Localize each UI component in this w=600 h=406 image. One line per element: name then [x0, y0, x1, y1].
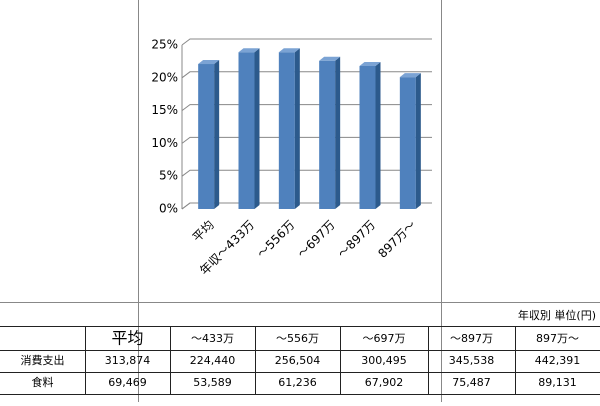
table-cell: 消費支出 — [21, 353, 65, 367]
bar-top — [359, 61, 381, 66]
bar-side — [214, 60, 220, 209]
table: 年収別 単位(円) 平均 ～433万 ～556万 ～697万 ～897万 897万～ 消費支出… — [0, 302, 600, 395]
table-header: ～556万 — [276, 332, 319, 345]
bar — [278, 48, 300, 209]
grid-line — [181, 71, 432, 79]
table-header: ～697万 — [363, 332, 406, 345]
table-header: ～433万 — [191, 332, 234, 345]
bar-top — [319, 56, 341, 61]
table-caption: 年収別 単位(円) — [518, 308, 596, 322]
table-cell: 67,902 — [365, 376, 404, 389]
bar-front — [238, 52, 255, 209]
bar-top — [198, 60, 220, 65]
y-tick-label: 5% — [159, 169, 178, 183]
grid-line — [181, 169, 432, 177]
bar-front — [319, 60, 336, 209]
table-cell: 食料 — [32, 375, 54, 389]
table-header: 897万～ — [536, 332, 579, 345]
y-tick-label: 0% — [159, 202, 178, 216]
grid-line — [181, 38, 432, 46]
bar-side — [415, 73, 421, 209]
bar-top — [278, 48, 300, 53]
bar-front — [399, 77, 416, 209]
bar-front — [198, 64, 215, 209]
table-cell: 89,131 — [538, 376, 577, 389]
bar-side — [375, 61, 381, 209]
bar-side — [254, 48, 260, 209]
bar — [359, 61, 381, 209]
grid-line — [181, 136, 432, 144]
bar — [238, 48, 260, 209]
table-cell: 313,874 — [105, 354, 151, 367]
y-tick-label: 25% — [151, 38, 178, 52]
table-header: ～897万 — [450, 332, 493, 345]
bar-side — [294, 48, 300, 209]
table-header: 平均 — [111, 329, 143, 348]
table-cell: 300,495 — [361, 354, 407, 367]
bar-front — [278, 52, 295, 209]
bar — [319, 56, 341, 209]
bar — [198, 60, 220, 209]
table-cell: 442,391 — [535, 354, 581, 367]
grid-line — [181, 202, 432, 210]
y-tick-label: 10% — [151, 136, 178, 150]
bar-top — [238, 48, 260, 53]
table-cell: 345,538 — [449, 354, 495, 367]
grid-line — [181, 104, 432, 111]
table-cell: 61,236 — [278, 376, 317, 389]
table-cell: 256,504 — [275, 354, 321, 367]
y-tick-label: 20% — [151, 70, 178, 84]
table-cell: 75,487 — [452, 376, 491, 389]
table-cell: 224,440 — [190, 354, 236, 367]
y-tick-label: 15% — [151, 103, 178, 117]
bar-top — [399, 73, 421, 78]
bar-side — [335, 56, 341, 209]
table-cell: 69,469 — [108, 376, 147, 389]
bar — [399, 73, 421, 209]
table-cell: 53,589 — [193, 376, 232, 389]
bar-front — [359, 65, 376, 209]
